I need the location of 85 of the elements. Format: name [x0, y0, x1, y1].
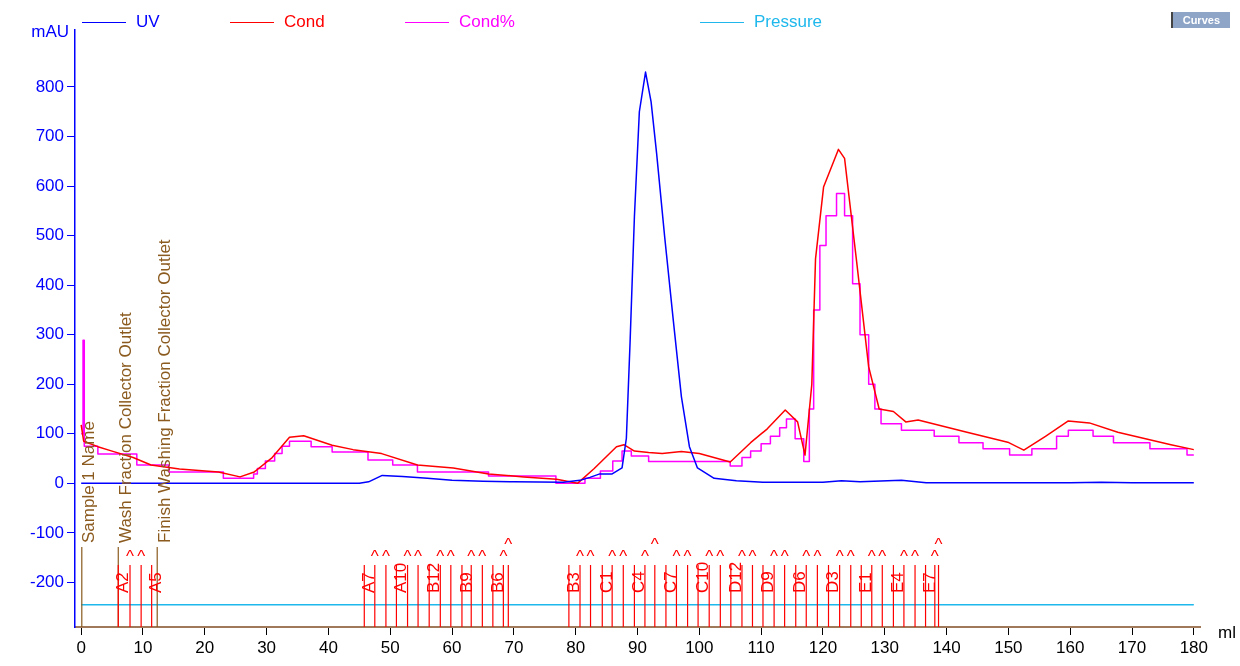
- ref-line-label: ^: [586, 546, 595, 566]
- ref-line-label: ^: [672, 546, 681, 566]
- x-tick-label: 130: [870, 637, 899, 657]
- ref-line-label: ^: [640, 546, 649, 566]
- x-tick-label: 20: [195, 637, 215, 657]
- ref-line-label: D9: [757, 571, 777, 593]
- y-axis-title: mAU: [31, 21, 69, 41]
- legend-label: Cond: [284, 12, 325, 32]
- x-tick-label: 70: [504, 637, 524, 657]
- ref-line-label: ^: [446, 546, 455, 566]
- ref-line-label: ^: [608, 546, 617, 566]
- x-axis-title: ml: [1218, 622, 1236, 642]
- x-tick-label: 80: [566, 637, 586, 657]
- x-tick-label: 10: [133, 637, 153, 657]
- ref-line-label: ^: [780, 546, 789, 566]
- ref-line-label: ^: [899, 546, 908, 566]
- ref-line-label: Finish Washing Fraction Collector Outlet: [154, 239, 174, 543]
- ref-line-label: ^: [930, 546, 939, 566]
- ref-line-label: ^: [683, 546, 692, 566]
- ref-line-label: ^: [835, 546, 844, 566]
- x-tick-label: 180: [1179, 637, 1209, 657]
- x-tick-label: 60: [442, 637, 462, 657]
- legend-label: Pressure: [754, 12, 823, 32]
- ref-line-label: E7: [920, 572, 940, 593]
- y-tick-label: 100: [35, 423, 64, 443]
- x-tick-label: 100: [685, 637, 714, 657]
- ref-line-label: ^: [802, 546, 811, 566]
- ref-line-label: ^: [478, 546, 487, 566]
- x-tick-label: 90: [628, 637, 647, 657]
- x-tick-label: 120: [808, 637, 838, 657]
- ref-line-label: D6: [790, 571, 810, 593]
- y-tick-label: 0: [54, 473, 64, 493]
- y-tick-label: -100: [29, 522, 64, 542]
- ref-line-label: ^: [414, 546, 423, 566]
- ref-line-label: ^: [846, 546, 855, 566]
- ref-line-label: A5: [146, 572, 166, 593]
- ref-line-label: C1: [596, 571, 616, 593]
- legend-label: Cond%: [459, 12, 515, 32]
- y-tick-label: 500: [35, 225, 64, 245]
- x-tick-label: 140: [932, 637, 961, 657]
- y-tick-label: 600: [35, 175, 64, 195]
- ref-line-label: B12: [423, 562, 443, 593]
- ref-line-label: D12: [725, 561, 745, 593]
- ref-line-label: ^: [499, 546, 508, 566]
- ref-line-label: B9: [456, 572, 476, 593]
- ref-line-label: B3: [563, 572, 583, 593]
- ref-line-label: ^: [911, 546, 920, 566]
- x-tick-label: 0: [76, 637, 86, 657]
- text: Curves: [1170, 12, 1230, 28]
- y-tick-label: 300: [35, 324, 64, 344]
- ref-line-label: ^: [137, 546, 146, 566]
- x-tick-label: 160: [1056, 637, 1085, 657]
- x-tick-label: 40: [318, 637, 338, 657]
- legend-label: UV: [136, 12, 160, 32]
- y-tick-label: 200: [35, 373, 64, 393]
- ref-line-label: ^: [467, 546, 476, 566]
- x-tick-label: 30: [257, 637, 277, 657]
- ref-line-label: Wash Fraction Collector Outlet: [115, 311, 135, 543]
- ref-line-label: Sample 1 Name: [79, 421, 99, 543]
- ref-line-label: C7: [660, 571, 680, 593]
- ref-line-label: ^: [370, 546, 379, 566]
- ref-line-label: A2: [112, 572, 132, 593]
- ref-line-label: A7: [358, 572, 378, 593]
- ref-line-label: ^: [619, 546, 628, 566]
- ref-line-label: ^: [770, 546, 779, 566]
- ref-line-label: ^: [748, 546, 757, 566]
- ref-line-label: ^: [576, 546, 585, 566]
- ref-line-label: E1: [855, 572, 875, 593]
- ref-line-label: ^: [716, 546, 725, 566]
- ref-line-label: C10: [692, 561, 712, 593]
- ref-line-label: B6: [487, 572, 507, 593]
- x-tick-label: 110: [747, 637, 775, 657]
- y-tick-label: 800: [35, 76, 64, 96]
- y-tick-label: 700: [35, 126, 64, 146]
- ref-line-label: ^: [381, 546, 390, 566]
- ref-line-label: ^: [650, 534, 659, 554]
- x-tick-label: 170: [1117, 637, 1147, 657]
- y-tick-label: -200: [29, 572, 64, 592]
- x-tick-label: 150: [994, 637, 1023, 657]
- ref-line-label: ^: [867, 546, 876, 566]
- x-tick-label: 50: [380, 637, 400, 657]
- ref-line-label: ^: [878, 546, 887, 566]
- ref-line-label: ^: [126, 546, 135, 566]
- y-tick-label: 400: [35, 274, 64, 294]
- ref-line-label: ^: [813, 546, 822, 566]
